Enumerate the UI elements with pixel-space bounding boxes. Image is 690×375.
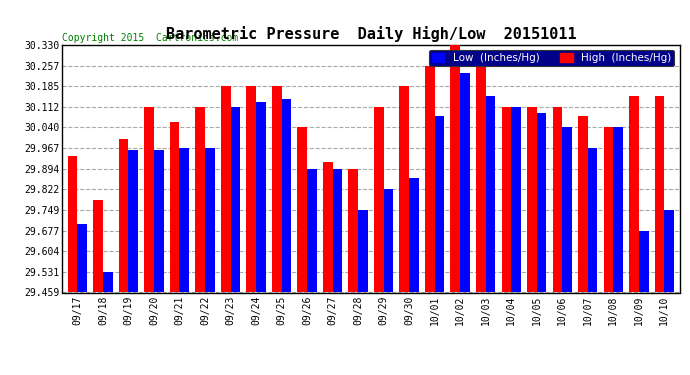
Bar [588, 148, 598, 292]
Bar [384, 189, 393, 292]
Bar [400, 86, 409, 292]
Bar [221, 86, 230, 292]
Bar [425, 66, 435, 292]
Bar [476, 66, 486, 292]
Bar [527, 107, 537, 292]
Bar [307, 169, 317, 292]
Bar [282, 99, 291, 292]
Bar [374, 107, 384, 292]
Bar [562, 128, 572, 292]
Bar [537, 113, 546, 292]
Bar [246, 86, 256, 292]
Bar [205, 148, 215, 292]
Bar [179, 148, 189, 292]
Bar [128, 150, 138, 292]
Bar [256, 102, 266, 292]
Bar [119, 139, 128, 292]
Bar [511, 107, 521, 292]
Bar [68, 156, 77, 292]
Legend: Low  (Inches/Hg), High  (Inches/Hg): Low (Inches/Hg), High (Inches/Hg) [428, 50, 674, 66]
Bar [333, 169, 342, 292]
Bar [297, 128, 307, 292]
Bar [655, 96, 664, 292]
Bar [629, 96, 639, 292]
Bar [553, 107, 562, 292]
Bar [639, 231, 649, 292]
Title: Barometric Pressure  Daily High/Low  20151011: Barometric Pressure Daily High/Low 20151… [166, 27, 576, 42]
Bar [144, 107, 154, 292]
Bar [613, 128, 623, 292]
Bar [486, 96, 495, 292]
Bar [578, 116, 588, 292]
Bar [460, 74, 470, 292]
Bar [103, 272, 112, 292]
Bar [272, 86, 282, 292]
Bar [323, 162, 333, 292]
Bar [230, 107, 240, 292]
Bar [77, 224, 87, 292]
Bar [409, 178, 419, 292]
Bar [604, 128, 613, 292]
Bar [502, 107, 511, 292]
Bar [154, 150, 164, 292]
Bar [664, 210, 674, 292]
Bar [451, 45, 460, 292]
Bar [93, 200, 103, 292]
Bar [348, 169, 358, 292]
Text: Copyright 2015  Cartronics.com: Copyright 2015 Cartronics.com [62, 33, 238, 42]
Bar [358, 210, 368, 292]
Bar [435, 116, 444, 292]
Bar [170, 122, 179, 292]
Bar [195, 107, 205, 292]
